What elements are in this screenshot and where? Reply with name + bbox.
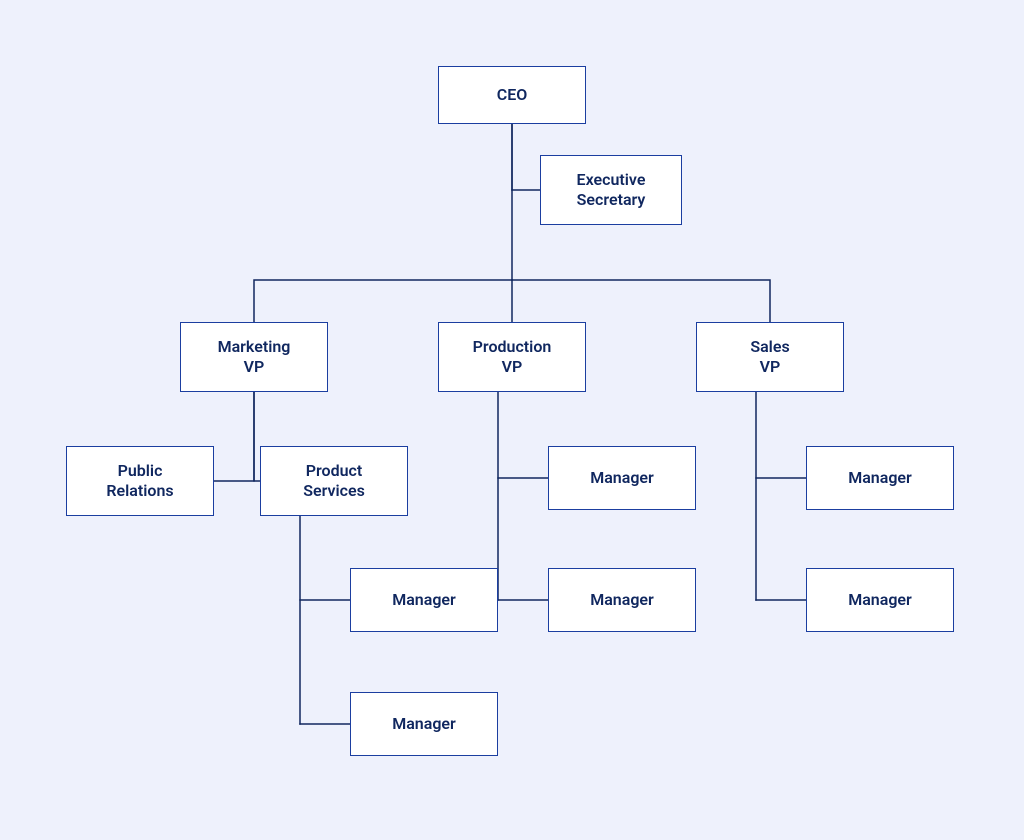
org-node-prod-mgr-2: Manager [548,568,696,632]
org-chart: CEO Executive Secretary Marketing VP Produc… [0,0,1024,840]
org-chart-edges [0,0,1024,840]
org-node-sales-vp: Sales VP [696,322,844,392]
org-node-product-services: Product Services [260,446,408,516]
org-node-ps-mgr-1: Manager [350,568,498,632]
org-node-ps-mgr-2: Manager [350,692,498,756]
org-node-public-relations: Public Relations [66,446,214,516]
org-node-prod-mgr-1: Manager [548,446,696,510]
org-node-sales-mgr-1: Manager [806,446,954,510]
org-node-exec-secretary: Executive Secretary [540,155,682,225]
org-node-marketing-vp: Marketing VP [180,322,328,392]
org-node-sales-mgr-2: Manager [806,568,954,632]
org-node-production-vp: Production VP [438,322,586,392]
org-node-ceo: CEO [438,66,586,124]
